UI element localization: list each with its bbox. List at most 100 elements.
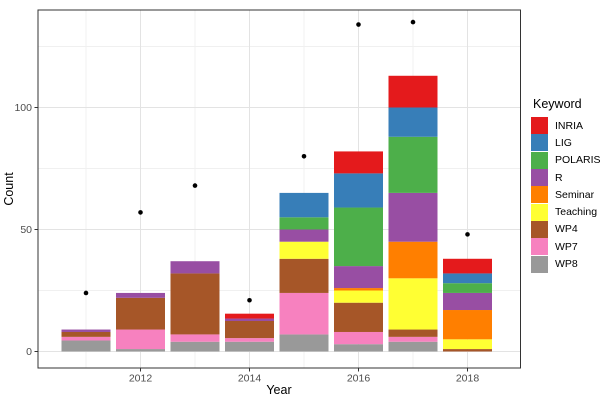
axis-tick-labels: 0 50 100 2012 2014 2016 2018	[14, 102, 479, 384]
bar-segment-wp8-2017	[388, 341, 438, 352]
legend: Keyword INRIA LIG POLARIS R Seminar Teaching W…	[531, 97, 600, 273]
data-point-2018	[465, 232, 470, 237]
bar-segment-wp4-2018	[443, 349, 492, 352]
bar-segment-wp8-2012	[116, 349, 165, 352]
bar-segment-wp4-2017	[388, 329, 438, 337]
legend-swatch-wp7	[531, 238, 548, 256]
legend-items: INRIA LIG POLARIS R Seminar Teaching WP4 WP7 WP8	[531, 117, 600, 273]
bar-segment-r-2018	[443, 292, 492, 311]
legend-item-inria: INRIA	[531, 117, 600, 135]
legend-title: Keyword	[533, 97, 582, 111]
bar-segment-r-2011	[61, 329, 111, 332]
bar-segment-polaris-2016	[334, 207, 383, 267]
bar-segment-wp8-2013	[170, 341, 220, 352]
bar-segment-lig-2016	[334, 173, 383, 208]
stacked-bars	[61, 75, 492, 352]
legend-item-teaching: Teaching	[531, 203, 600, 221]
y-tick-label: 0	[26, 346, 32, 358]
bar-segment-r-2012	[116, 292, 165, 298]
x-tick-label: 2016	[347, 373, 371, 385]
bar-segment-r-2013	[170, 261, 220, 274]
legend-item-polaris: POLARIS	[531, 151, 600, 169]
bar-segment-wp8-2011	[61, 340, 111, 352]
data-point-2016	[356, 22, 361, 27]
legend-label: Seminar	[555, 188, 595, 201]
legend-swatch-inria	[531, 117, 548, 135]
legend-label: WP7	[555, 240, 578, 253]
bar-segment-wp4-2015	[279, 258, 329, 293]
bar-segment-teaching-2017	[388, 278, 438, 330]
bar-segment-lig-2018	[443, 273, 492, 284]
bar-segment-wp4-2012	[116, 297, 165, 330]
bar-segment-polaris-2015	[279, 217, 329, 230]
bar-segment-lig-2017	[388, 107, 438, 137]
legend-label: Teaching	[555, 206, 598, 219]
bar-segment-inria-2017	[388, 75, 438, 108]
bar-segment-inria-2014	[225, 313, 274, 319]
legend-swatch-polaris	[531, 151, 548, 169]
bar-segment-wp8-2014	[225, 341, 274, 352]
legend-swatch-wp8	[531, 255, 548, 273]
bar-segment-wp7-2016	[334, 331, 383, 345]
data-point-2011	[83, 290, 89, 296]
bar-segment-wp4-2011	[61, 331, 111, 337]
panel-border	[37, 9, 521, 369]
bar-segment-wp4-2016	[334, 302, 383, 332]
bar-segment-lig-2015	[279, 192, 329, 218]
legend-item-lig: LIG	[531, 134, 600, 152]
bar-segment-r-2016	[334, 266, 383, 289]
legend-label: WP8	[555, 258, 578, 271]
x-tick-label: 2018	[456, 373, 480, 385]
axis-ticks	[34, 107, 468, 372]
bar-segment-r-2017	[388, 192, 438, 242]
bar-segment-wp7-2014	[225, 338, 274, 342]
bar-segment-seminar-2017	[388, 241, 438, 279]
data-point-2014	[247, 297, 252, 303]
bar-segment-polaris-2017	[388, 136, 438, 193]
bar-segment-wp8-2016	[334, 344, 383, 352]
bar-segment-teaching-2018	[443, 339, 492, 350]
y-axis-title: Count	[2, 172, 16, 206]
legend-label: R	[555, 171, 563, 184]
bar-segment-wp7-2012	[116, 329, 165, 350]
bar-segment-wp7-2013	[170, 334, 220, 342]
legend-swatch-r	[531, 169, 548, 187]
bar-segment-teaching-2015	[279, 241, 329, 259]
data-point-2013	[192, 183, 198, 188]
bar-segment-wp4-2014	[225, 321, 274, 339]
y-tick-label: 100	[14, 102, 32, 114]
legend-item-wp8: WP8	[531, 255, 600, 273]
bar-segment-r-2015	[279, 229, 329, 242]
bar-segment-wp7-2015	[279, 292, 329, 335]
bar-segment-inria-2016	[334, 151, 383, 174]
bar-segment-seminar-2016	[334, 288, 383, 291]
legend-label: INRIA	[555, 119, 584, 132]
legend-label: LIG	[555, 136, 572, 149]
y-tick-label: 50	[20, 224, 32, 236]
x-tick-label: 2014	[238, 373, 262, 385]
bar-segment-inria-2018	[443, 258, 492, 274]
bar-segment-teaching-2016	[334, 290, 383, 303]
bar-segment-seminar-2018	[443, 310, 492, 340]
data-point-2017	[410, 19, 416, 25]
legend-item-wp7: WP7	[531, 238, 600, 256]
bar-segment-polaris-2018	[443, 283, 492, 293]
bar-segment-wp7-2011	[61, 336, 111, 341]
legend-swatch-seminar	[531, 186, 548, 204]
legend-item-wp4: WP4	[531, 220, 600, 238]
x-axis-title: Year	[266, 383, 291, 397]
legend-label: POLARIS	[555, 154, 600, 167]
legend-swatch-wp4	[531, 220, 548, 238]
bar-segment-wp7-2017	[388, 336, 438, 342]
legend-swatch-teaching	[531, 203, 548, 221]
data-point-2012	[138, 210, 143, 215]
bar-segment-wp4-2013	[170, 273, 220, 335]
bar-segment-r-2014	[225, 318, 274, 321]
legend-swatch-lig	[531, 134, 548, 152]
bar-segment-wp8-2015	[279, 334, 329, 352]
scatter-points	[83, 19, 470, 303]
legend-item-seminar: Seminar	[531, 186, 600, 204]
legend-item-r: R	[531, 169, 600, 187]
